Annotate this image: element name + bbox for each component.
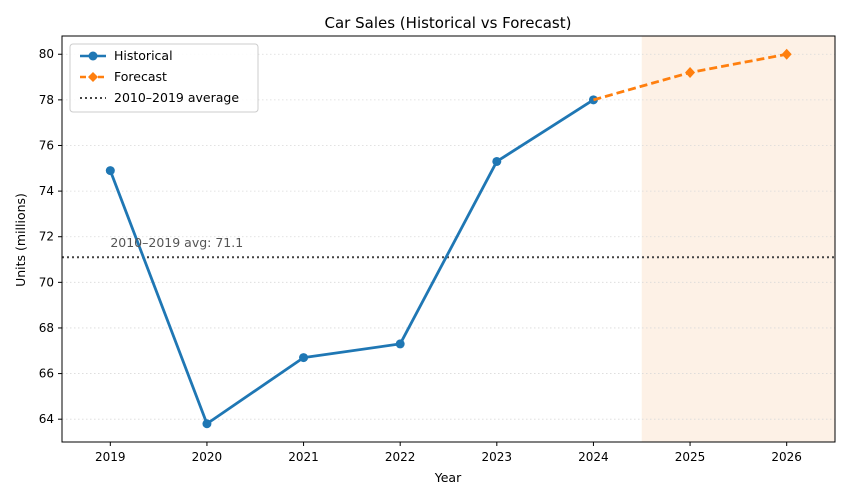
- plot-frame: [61, 35, 836, 443]
- legend: Historical Forecast 2010–2019 average: [69, 43, 259, 113]
- x-tick-label: 2019: [95, 450, 126, 464]
- x-tick-label: 2025: [675, 450, 706, 464]
- y-tick-label: 70: [39, 275, 54, 289]
- series-line-historical: [109, 98, 595, 426]
- reference-annotation: 2010–2019 avg: 71.1: [110, 235, 243, 250]
- x-tick-label: 2020: [192, 450, 223, 464]
- x-tick-label: 2021: [288, 450, 319, 464]
- x-axis-title: Year: [434, 470, 462, 485]
- legend-historical-label: Historical: [114, 48, 173, 63]
- y-tick-label: 64: [39, 412, 54, 426]
- forecast-region: [641, 36, 835, 442]
- data-point-historical: [492, 156, 502, 166]
- data-point-forecast: [685, 66, 696, 78]
- x-tick-label: 2026: [771, 450, 802, 464]
- data-point-historical: [299, 353, 309, 363]
- y-tick-label: 76: [39, 138, 54, 152]
- x-tick-label: 2024: [578, 450, 609, 464]
- y-tick-label: 80: [39, 47, 54, 61]
- y-tick-label: 78: [39, 93, 54, 107]
- data-point-historical: [202, 419, 212, 429]
- data-point-forecast: [781, 48, 792, 60]
- legend-historical-marker: [88, 51, 98, 61]
- x-tick-label: 2022: [385, 450, 416, 464]
- y-tick-label: 66: [39, 367, 54, 381]
- y-tick-label: 72: [39, 230, 54, 244]
- y-tick-label: 68: [39, 321, 54, 335]
- y-tick-label: 74: [39, 184, 54, 198]
- data-point-historical: [395, 339, 405, 349]
- legend-forecast-marker: [88, 72, 98, 82]
- data-point-historical: [105, 166, 115, 176]
- legend-average-label: 2010–2019 average: [114, 90, 239, 105]
- x-tick-label: 2023: [482, 450, 513, 464]
- y-axis-title: Units (millions): [13, 193, 28, 287]
- legend-forecast-label: Forecast: [114, 69, 167, 84]
- chart-title: Car Sales (Historical vs Forecast): [325, 14, 572, 32]
